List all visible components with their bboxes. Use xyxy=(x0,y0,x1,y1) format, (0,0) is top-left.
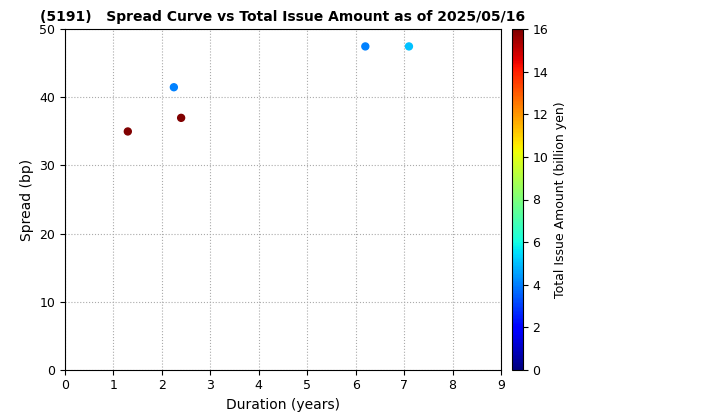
Point xyxy=(122,128,134,135)
Point xyxy=(168,84,179,91)
Point xyxy=(176,115,187,121)
Point xyxy=(359,43,371,50)
Title: (5191)   Spread Curve vs Total Issue Amount as of 2025/05/16: (5191) Spread Curve vs Total Issue Amoun… xyxy=(40,10,526,24)
Y-axis label: Total Issue Amount (billion yen): Total Issue Amount (billion yen) xyxy=(554,101,567,298)
Point xyxy=(403,43,415,50)
Y-axis label: Spread (bp): Spread (bp) xyxy=(19,158,34,241)
X-axis label: Duration (years): Duration (years) xyxy=(226,398,340,412)
